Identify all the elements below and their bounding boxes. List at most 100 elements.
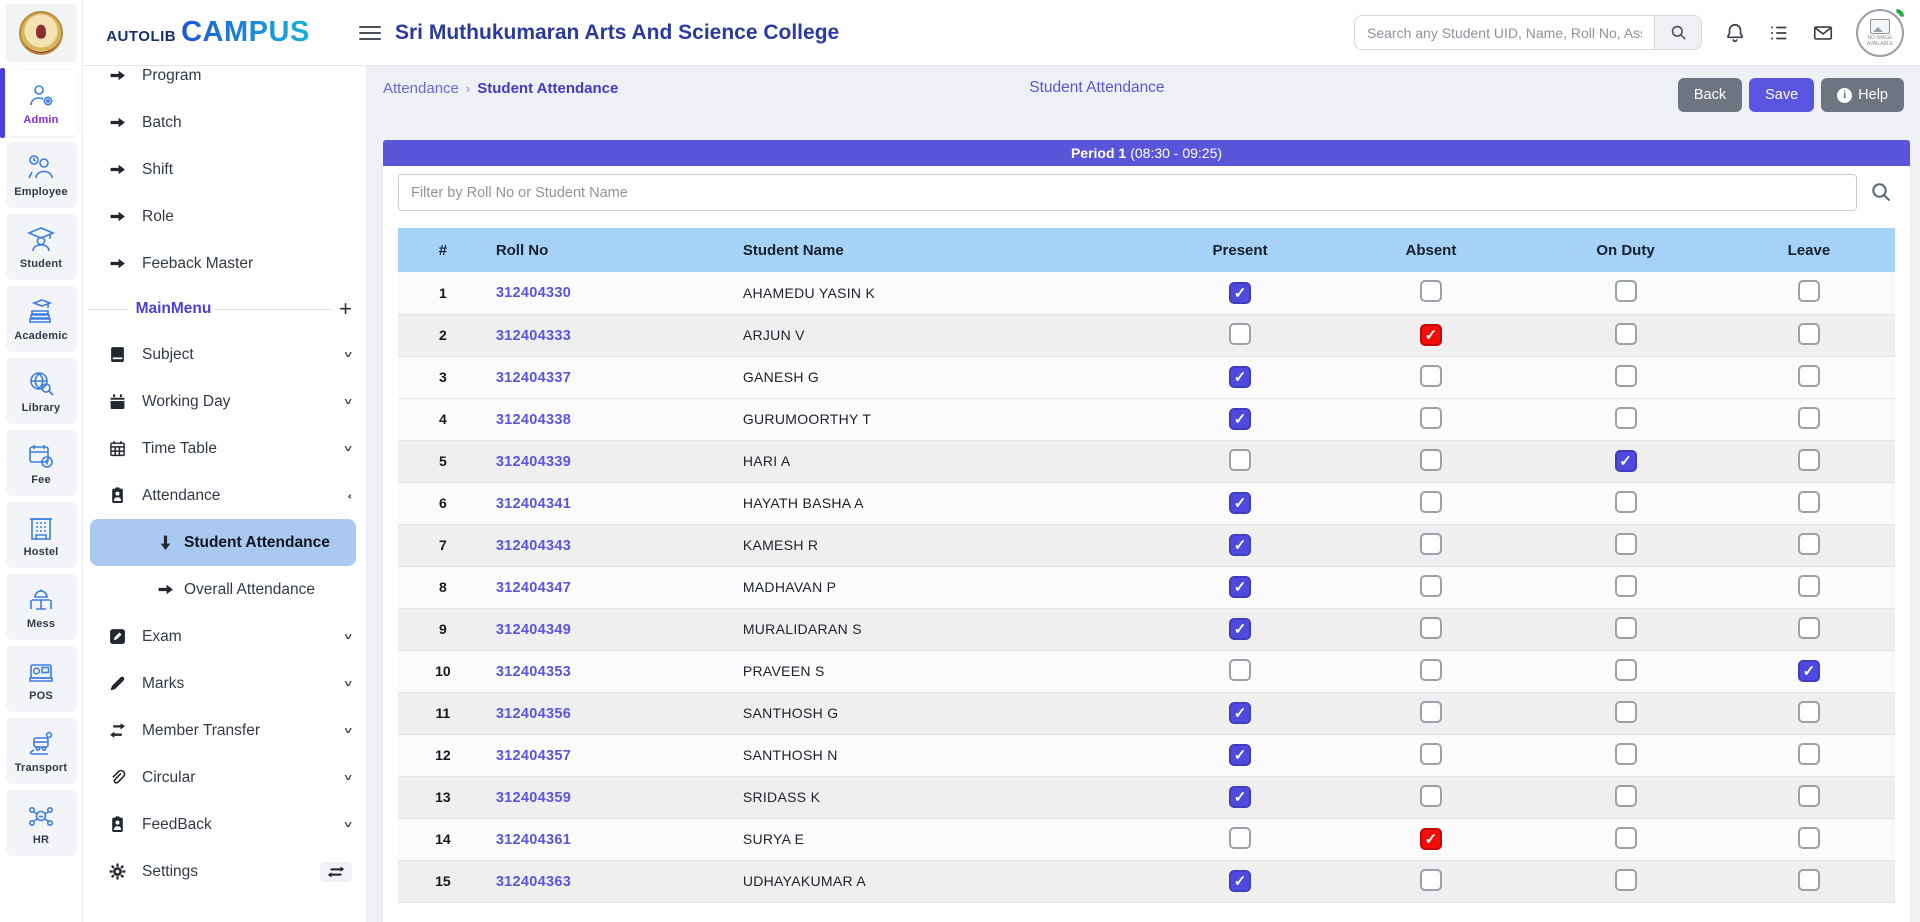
rail-item-hr[interactable]: HR [6, 790, 77, 856]
roll-no-link[interactable]: 312404349 [496, 622, 571, 638]
present-checkbox[interactable]: ✓ [1229, 576, 1251, 598]
roll-no-link[interactable]: 312404347 [496, 580, 571, 596]
absent-checkbox[interactable] [1420, 365, 1442, 387]
sidebar-item-role[interactable]: Role [83, 193, 366, 240]
absent-checkbox[interactable]: ✓ [1420, 828, 1442, 850]
mail-icon[interactable] [1812, 22, 1834, 44]
leave-checkbox[interactable]: ✓ [1798, 660, 1820, 682]
absent-checkbox[interactable] [1420, 533, 1442, 555]
present-checkbox[interactable] [1229, 659, 1251, 681]
leave-checkbox[interactable] [1798, 827, 1820, 849]
rail-item-academic[interactable]: Academic [6, 286, 77, 352]
sidebar-item-member-transfer[interactable]: Member Transfer˅ [83, 707, 366, 754]
roll-no-link[interactable]: 312404343 [496, 538, 571, 554]
present-checkbox[interactable]: ✓ [1229, 366, 1251, 388]
absent-checkbox[interactable] [1420, 743, 1442, 765]
roll-no-link[interactable]: 312404361 [496, 832, 571, 848]
sidebar-item-exam[interactable]: Exam˅ [83, 613, 366, 660]
rail-item-hostel[interactable]: Hostel [6, 502, 77, 568]
leave-checkbox[interactable] [1798, 743, 1820, 765]
sidebar-item-overall-attendance[interactable]: Overall Attendance [83, 566, 366, 613]
roll-no-link[interactable]: 312404356 [496, 706, 571, 722]
present-checkbox[interactable]: ✓ [1229, 282, 1251, 304]
absent-checkbox[interactable] [1420, 869, 1442, 891]
present-checkbox[interactable]: ✓ [1229, 492, 1251, 514]
leave-checkbox[interactable] [1798, 449, 1820, 471]
onduty-checkbox[interactable] [1615, 407, 1637, 429]
absent-checkbox[interactable] [1420, 491, 1442, 513]
rail-item-student[interactable]: Student [6, 214, 77, 280]
college-logo[interactable] [6, 4, 77, 62]
save-button[interactable]: Save [1749, 78, 1814, 112]
onduty-checkbox[interactable] [1615, 869, 1637, 891]
present-checkbox[interactable] [1229, 449, 1251, 471]
onduty-checkbox[interactable] [1615, 533, 1637, 555]
filter-search-icon[interactable] [1869, 180, 1895, 206]
onduty-checkbox[interactable] [1615, 617, 1637, 639]
sidebar-item-attendance[interactable]: Attendance‹ [83, 472, 366, 519]
leave-checkbox[interactable] [1798, 869, 1820, 891]
present-checkbox[interactable]: ✓ [1229, 534, 1251, 556]
onduty-checkbox[interactable] [1615, 743, 1637, 765]
leave-checkbox[interactable] [1798, 575, 1820, 597]
absent-checkbox[interactable] [1420, 575, 1442, 597]
sidebar-item-time-table[interactable]: Time Table˅ [83, 425, 366, 472]
sidebar-item-settings[interactable]: Settings [83, 848, 366, 895]
leave-checkbox[interactable] [1798, 617, 1820, 639]
onduty-checkbox[interactable] [1615, 659, 1637, 681]
present-checkbox[interactable] [1229, 827, 1251, 849]
absent-checkbox[interactable]: ✓ [1420, 324, 1442, 346]
leave-checkbox[interactable] [1798, 407, 1820, 429]
onduty-checkbox[interactable] [1615, 365, 1637, 387]
roll-no-link[interactable]: 312404353 [496, 664, 571, 680]
notifications-bell-icon[interactable] [1724, 22, 1746, 44]
user-avatar[interactable]: NO IMAGE AVAILABLE [1856, 9, 1904, 57]
roll-no-link[interactable]: 312404359 [496, 790, 571, 806]
rail-item-library[interactable]: Library [6, 358, 77, 424]
present-checkbox[interactable]: ✓ [1229, 408, 1251, 430]
absent-checkbox[interactable] [1420, 617, 1442, 639]
roll-no-link[interactable]: 312404333 [496, 328, 571, 344]
global-search-button[interactable] [1654, 15, 1702, 50]
onduty-checkbox[interactable] [1615, 785, 1637, 807]
absent-checkbox[interactable] [1420, 659, 1442, 681]
rail-item-mess[interactable]: Mess [6, 574, 77, 640]
sidebar-item-working-day[interactable]: Working Day˅ [83, 378, 366, 425]
sidebar-item-marks[interactable]: Marks˅ [83, 660, 366, 707]
menu-toggle-icon[interactable] [359, 22, 381, 44]
leave-checkbox[interactable] [1798, 785, 1820, 807]
global-search-input[interactable] [1354, 15, 1654, 50]
swap-icon[interactable] [320, 862, 352, 882]
sidebar-item-circular[interactable]: Circular˅ [83, 754, 366, 801]
sidebar-item-batch[interactable]: Batch [83, 99, 366, 146]
present-checkbox[interactable]: ✓ [1229, 786, 1251, 808]
sidebar-item-feedback[interactable]: FeedBack˅ [83, 801, 366, 848]
roll-no-link[interactable]: 312404357 [496, 748, 571, 764]
onduty-checkbox[interactable] [1615, 575, 1637, 597]
leave-checkbox[interactable] [1798, 701, 1820, 723]
absent-checkbox[interactable] [1420, 785, 1442, 807]
present-checkbox[interactable]: ✓ [1229, 744, 1251, 766]
leave-checkbox[interactable] [1798, 533, 1820, 555]
breadcrumb-parent[interactable]: Attendance [383, 80, 459, 97]
add-menu-icon[interactable]: + [331, 298, 352, 320]
onduty-checkbox[interactable] [1615, 280, 1637, 302]
rail-item-transport[interactable]: Transport [6, 718, 77, 784]
rail-item-fee[interactable]: Fee [6, 430, 77, 496]
leave-checkbox[interactable] [1798, 323, 1820, 345]
onduty-checkbox[interactable]: ✓ [1615, 450, 1637, 472]
onduty-checkbox[interactable] [1615, 491, 1637, 513]
absent-checkbox[interactable] [1420, 407, 1442, 429]
help-button[interactable]: i Help [1821, 78, 1904, 112]
present-checkbox[interactable] [1229, 323, 1251, 345]
roll-no-link[interactable]: 312404341 [496, 496, 571, 512]
roll-no-link[interactable]: 312404339 [496, 454, 571, 470]
sidebar-item-feeback-master[interactable]: Feeback Master [83, 240, 366, 287]
back-button[interactable]: Back [1678, 78, 1742, 112]
absent-checkbox[interactable] [1420, 701, 1442, 723]
roll-no-link[interactable]: 312404338 [496, 412, 571, 428]
absent-checkbox[interactable] [1420, 449, 1442, 471]
present-checkbox[interactable]: ✓ [1229, 870, 1251, 892]
activity-list-icon[interactable] [1768, 22, 1790, 44]
sidebar-item-student-attendance[interactable]: Student Attendance [90, 519, 356, 566]
